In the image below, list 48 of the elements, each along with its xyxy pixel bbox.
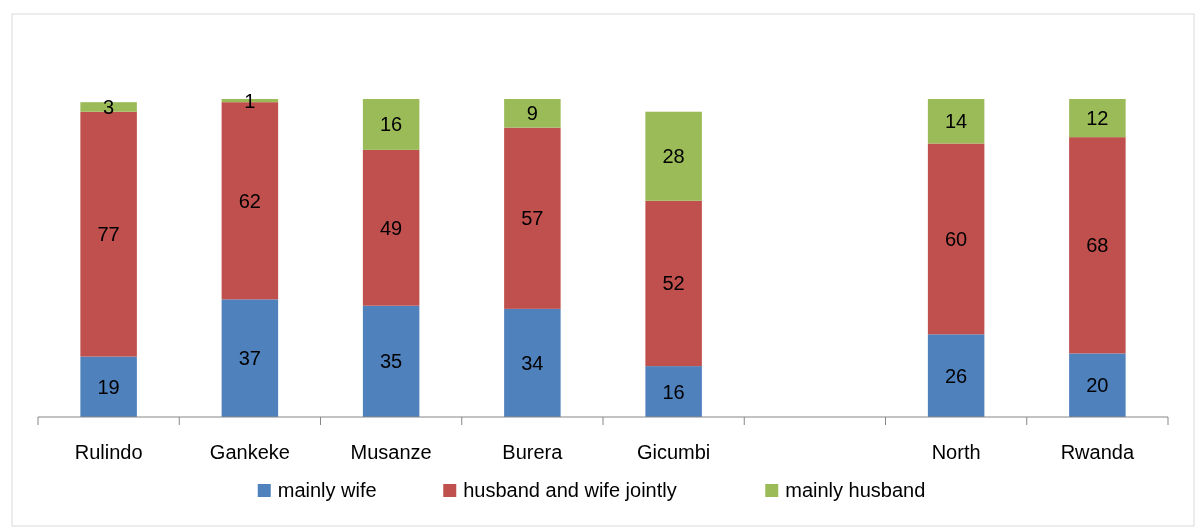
data-label: 16	[662, 380, 685, 403]
bar	[362, 149, 420, 306]
x-tick-label: North	[931, 441, 981, 463]
x-tick-label: Gicumbi	[636, 441, 711, 463]
data-label: 34	[521, 351, 544, 374]
bar	[1069, 137, 1126, 354]
bar	[504, 127, 561, 309]
data-label: 1	[244, 89, 256, 112]
data-label: 16	[380, 113, 403, 136]
data-label: 68	[1086, 234, 1109, 257]
x-tick-label: Musanze	[350, 441, 432, 463]
x-tick-label: Burera	[502, 441, 564, 463]
bar	[362, 305, 420, 417]
x-tick-label: Rulindo	[74, 441, 143, 463]
bar	[927, 143, 985, 335]
bar	[504, 99, 561, 128]
data-label: 37	[238, 347, 261, 370]
bar	[927, 334, 985, 417]
data-label: 12	[1086, 107, 1109, 130]
bar	[645, 366, 702, 417]
bar	[80, 102, 137, 112]
data-label: 9	[526, 102, 538, 125]
data-label: 77	[97, 223, 120, 246]
x-tick-label: Gankeke	[209, 441, 290, 463]
data-label: 20	[1086, 374, 1109, 397]
bar	[645, 200, 702, 367]
bar	[221, 299, 279, 417]
data-label: 49	[380, 216, 403, 239]
data-label: 60	[945, 227, 968, 250]
bar	[80, 356, 137, 417]
legend-label: mainly husband	[785, 479, 926, 501]
legend-label: husband and wife jointly	[463, 479, 677, 501]
bar	[504, 308, 561, 417]
bar	[1069, 99, 1126, 138]
bar	[927, 99, 985, 144]
data-label: 28	[662, 145, 685, 168]
data-label: 57	[521, 207, 544, 230]
legend-label: mainly wife	[277, 479, 377, 501]
data-label: 35	[380, 350, 403, 373]
x-tick-label: Rwanda	[1060, 441, 1135, 463]
data-label: 19	[97, 375, 120, 398]
bar	[645, 111, 702, 201]
data-label: 52	[662, 272, 685, 295]
bar	[362, 99, 420, 150]
data-label: 62	[238, 189, 261, 212]
data-label: 14	[945, 110, 968, 133]
data-label: 26	[945, 364, 968, 387]
bar	[1069, 353, 1126, 417]
